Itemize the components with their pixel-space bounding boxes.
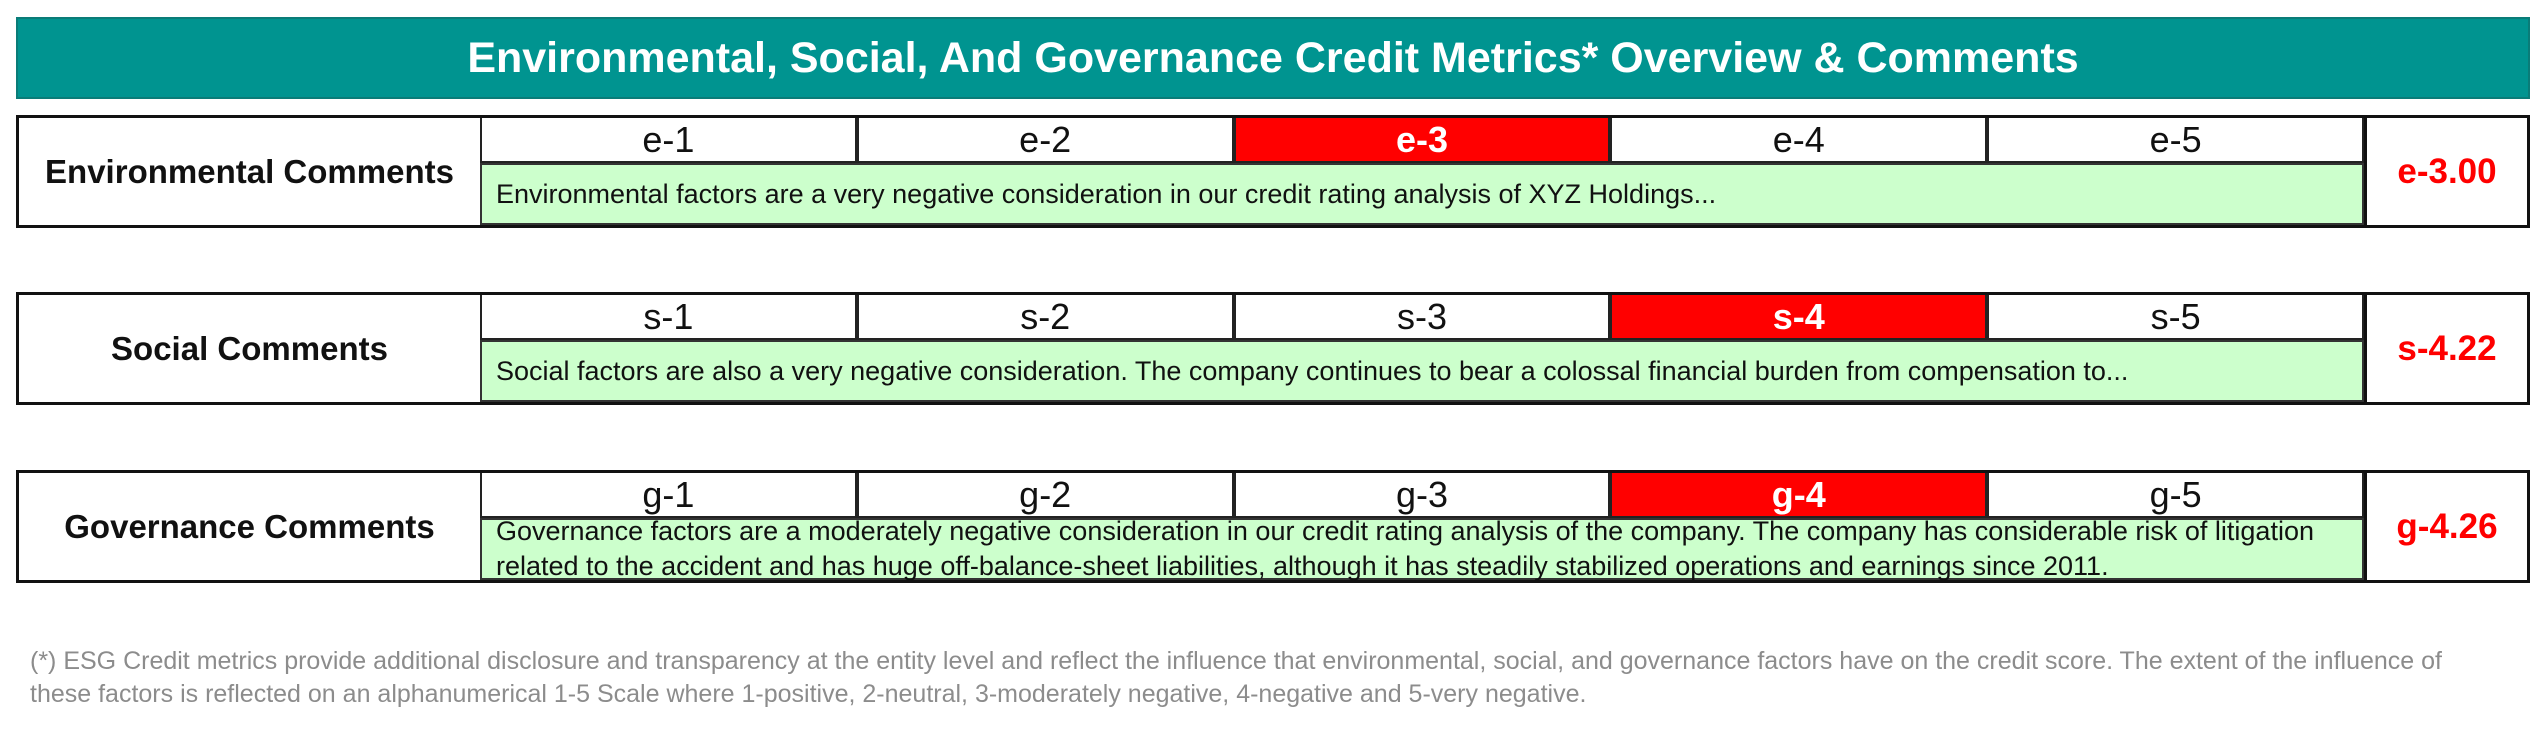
comment-text: Governance factors are a moderately nega… (480, 516, 2364, 581)
scale-cell-s-2: s-2 (856, 295, 1234, 340)
score-value: g-4.26 (2364, 473, 2527, 580)
score-value: e-3.00 (2364, 118, 2527, 225)
scale-cell-e-1: e-1 (480, 118, 857, 163)
scale-cell-g-3: g-3 (1233, 473, 1611, 518)
comment-text: Environmental factors are a very negativ… (480, 163, 2364, 225)
scale-cell-s-4: s-4 (1610, 295, 1988, 340)
section-label: Social Comments (111, 329, 388, 367)
scale-cell-s-5: s-5 (1987, 295, 2364, 340)
scale-cell-e-4: e-4 (1610, 118, 1988, 163)
environmental-section: Environmental Comments e-1 e-2 e-3 e-4 e… (16, 115, 2530, 228)
section-label: Governance Comments (64, 507, 435, 545)
scale-row: g-1 g-2 g-3 g-4 g-5 (480, 473, 2364, 518)
governance-section: Governance Comments g-1 g-2 g-3 g-4 g-5 … (16, 470, 2530, 583)
scale-cell-e-2: e-2 (856, 118, 1234, 163)
scale-row: s-1 s-2 s-3 s-4 s-5 (480, 295, 2364, 340)
social-section: Social Comments s-1 s-2 s-3 s-4 s-5 Soci… (16, 292, 2530, 405)
footnote: (*) ESG Credit metrics provide additiona… (30, 647, 2442, 708)
score-value: s-4.22 (2364, 295, 2527, 402)
comment-text: Social factors are also a very negative … (480, 340, 2364, 402)
scale-cell-g-1: g-1 (480, 473, 857, 518)
section-label: Environmental Comments (45, 152, 454, 190)
scale-cell-e-5: e-5 (1987, 118, 2364, 163)
scale-cell-s-3: s-3 (1233, 295, 1611, 340)
scale-cell-e-3: e-3 (1233, 118, 1611, 163)
scale-cell-s-1: s-1 (480, 295, 857, 340)
scale-cell-g-5: g-5 (1987, 473, 2364, 518)
scale-cell-g-4: g-4 (1610, 473, 1988, 518)
page-title: Environmental, Social, And Governance Cr… (16, 17, 2530, 99)
scale-row: e-1 e-2 e-3 e-4 e-5 (480, 118, 2364, 163)
scale-cell-g-2: g-2 (856, 473, 1234, 518)
